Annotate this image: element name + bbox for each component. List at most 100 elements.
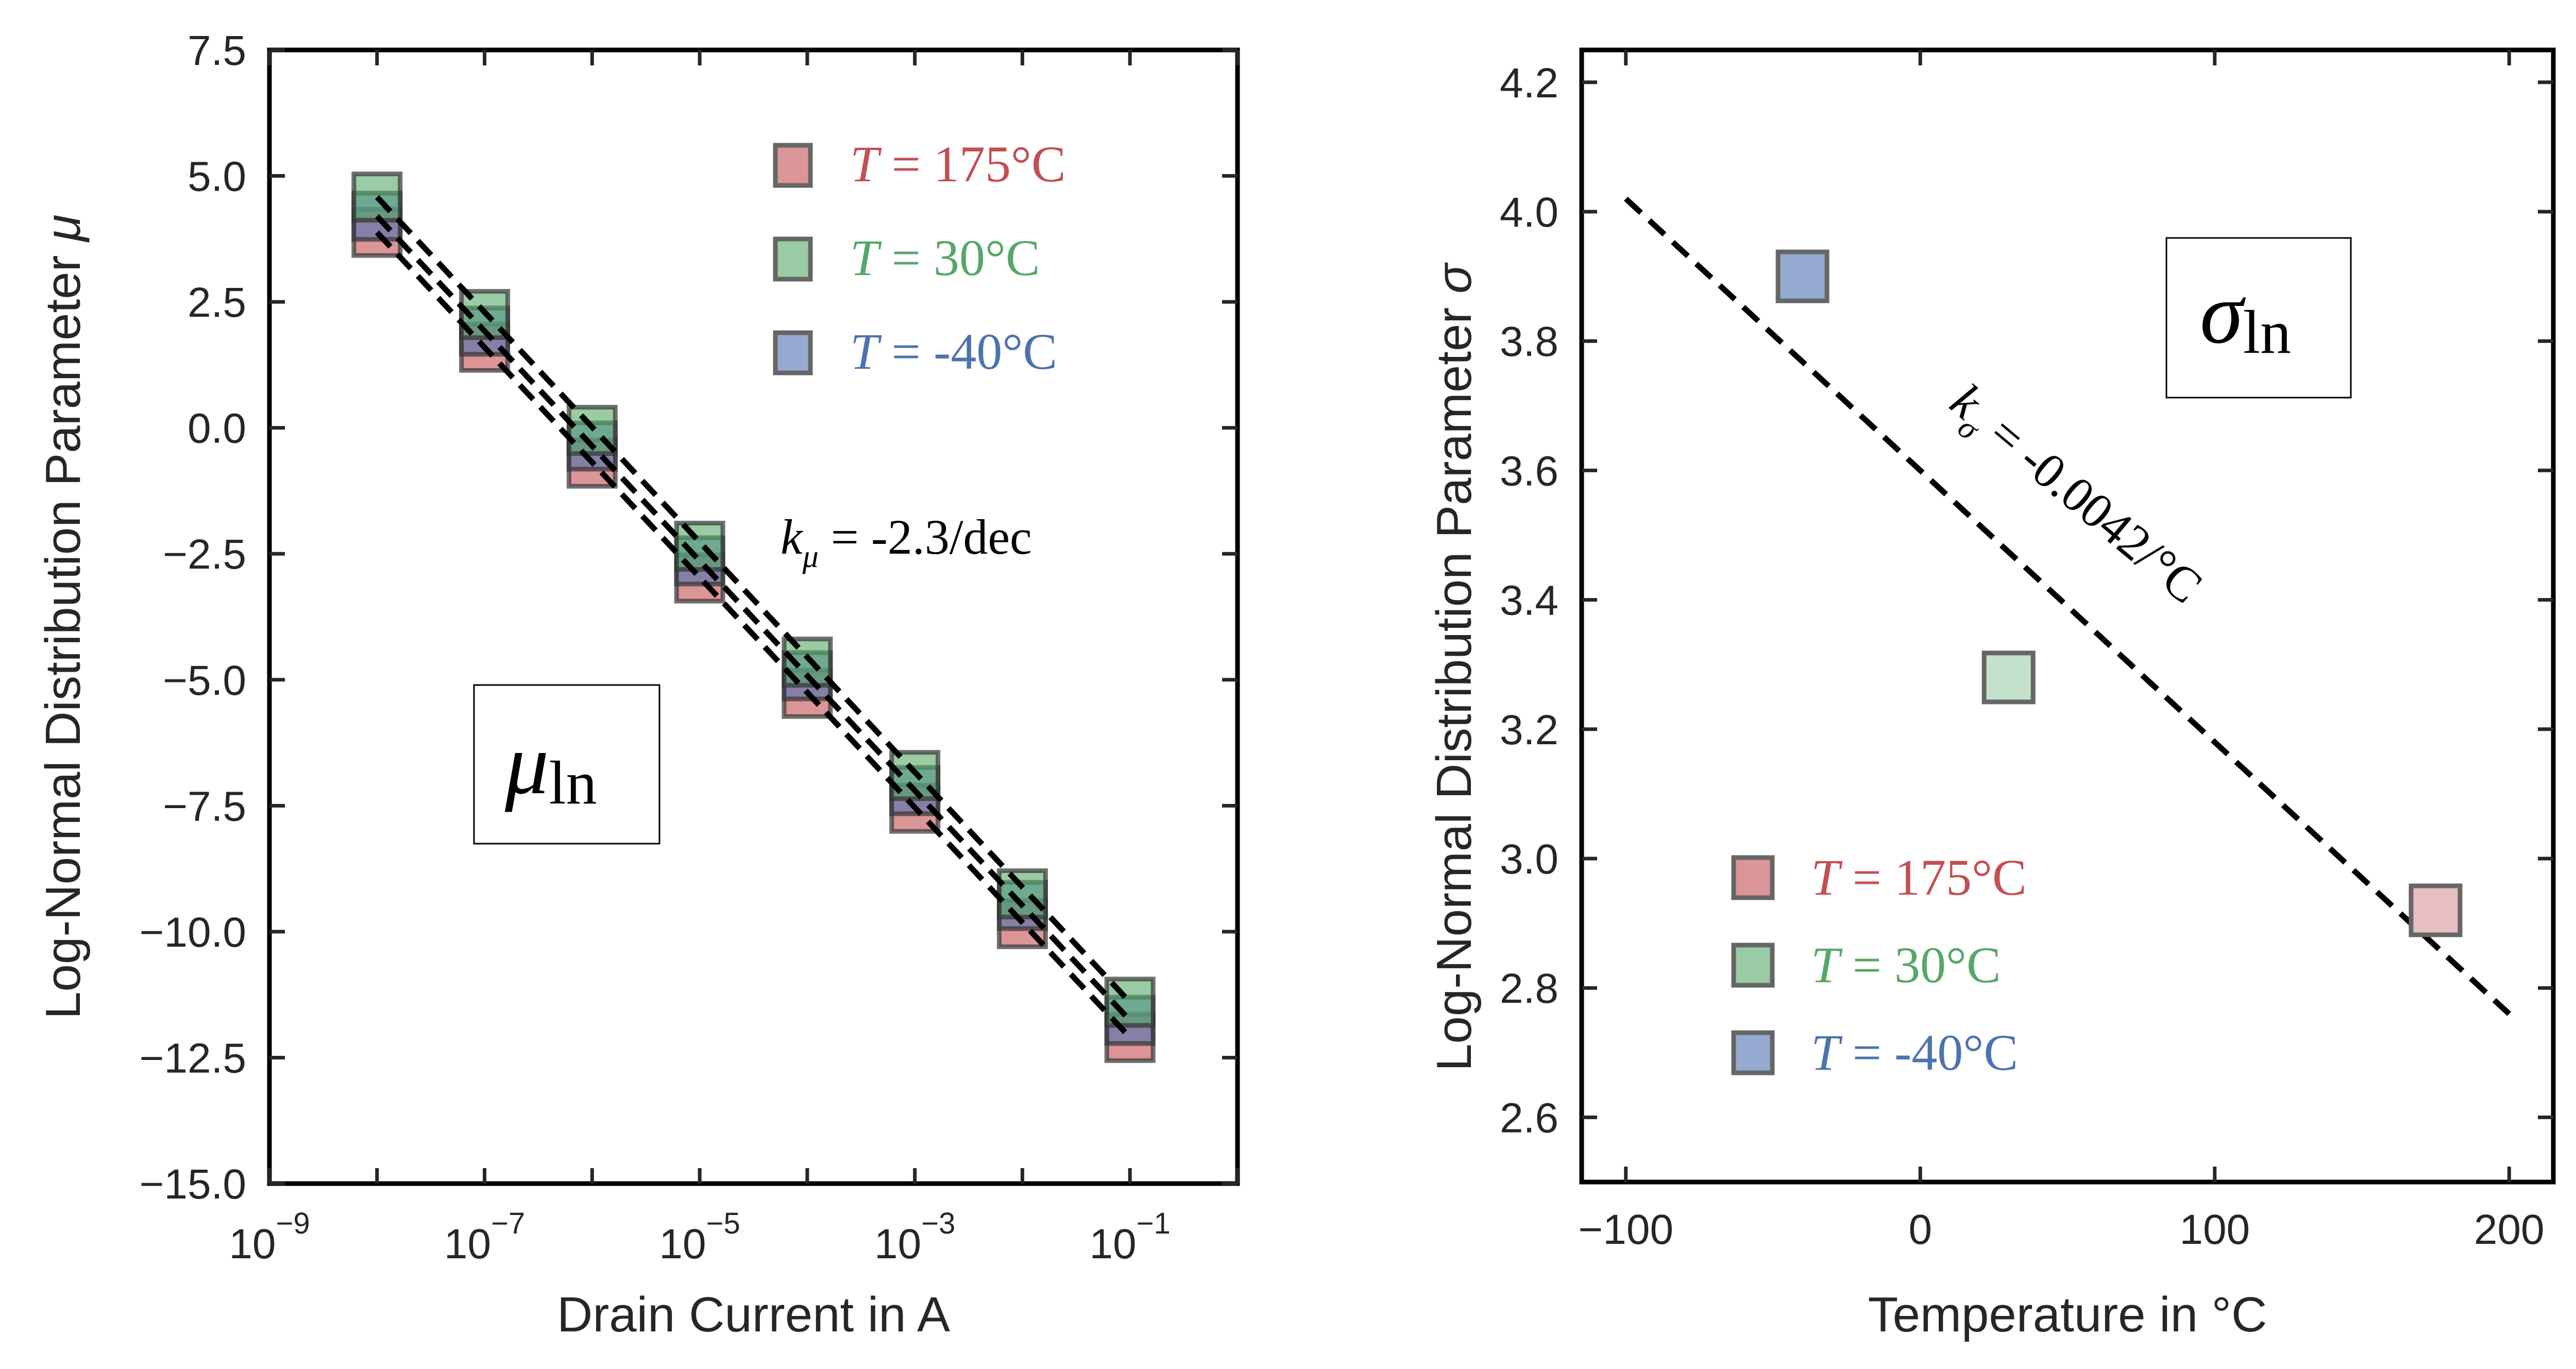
right-slope-annotation: kσ = -0.0042/°C xyxy=(1934,373,2213,621)
left-axes-frame xyxy=(267,47,1240,1186)
x-tick-exponent: −3 xyxy=(921,1207,955,1240)
right-ticks: 2.6 2.8 3.0 3.2 3.4 3.6 3.8 4.0 4.2 −100 0 100 200 xyxy=(1500,50,2553,1253)
ylabel-text: Log-Normal Distribution Parameter xyxy=(36,242,91,1019)
x-tick-label: 10−7 xyxy=(444,1207,525,1268)
right-sigma-ln-box: σln xyxy=(2165,237,2352,399)
x-tick-base: 10 xyxy=(1090,1221,1137,1268)
left-panel: 7.55.02.50.0−2.5−5.0−7.5−10.0−12.5−15.01… xyxy=(36,27,1240,1342)
left-ticks: 7.55.02.50.0−2.5−5.0−7.5−10.0−12.5−15.01… xyxy=(140,27,1240,1268)
legend-label: T = -40°C xyxy=(850,323,1057,380)
x-tick-label: 10−9 xyxy=(229,1207,310,1268)
y-tick-label: 4.0 xyxy=(1500,189,1558,236)
right-y-axis-label: Log-Normal Distribution Parameter σ xyxy=(1427,262,1482,1071)
right-plot-marks xyxy=(1623,196,2512,1016)
legend-var: T xyxy=(1811,849,1843,906)
legend-value: = -40°C xyxy=(879,323,1057,380)
x-tick-exponent: −5 xyxy=(706,1207,740,1240)
y-tick-label: 7.5 xyxy=(188,27,246,74)
legend-label: T = -40°C xyxy=(1811,1024,2018,1081)
y-tick-label: 3.4 xyxy=(1500,577,1558,624)
legend-swatch xyxy=(1731,855,1775,900)
legend-var: T xyxy=(850,323,882,380)
legend-value: = -40°C xyxy=(1840,1024,2018,1081)
left-legend: T = 175°CT = 30°CT = -40°C xyxy=(773,135,1066,380)
legend-var: T xyxy=(850,229,882,286)
fit-line-1 xyxy=(375,195,1132,1004)
x-tick-exponent: −9 xyxy=(276,1207,310,1240)
box-label: σln xyxy=(2200,265,2291,366)
slope-var: k xyxy=(781,509,804,564)
x-tick-label: −100 xyxy=(1578,1206,1673,1253)
box-main: μ xyxy=(504,715,549,812)
marker-2 xyxy=(1775,249,1829,303)
box-frame xyxy=(2165,237,2352,399)
x-tick-label: 100 xyxy=(2179,1206,2250,1253)
slope-sub: μ xyxy=(802,539,819,574)
y-tick-label: −15.0 xyxy=(140,1161,246,1208)
ylabel-symbol: μ xyxy=(36,214,91,243)
fit-line-0 xyxy=(375,230,1132,1040)
marker-1-0 xyxy=(351,172,403,223)
ylabel-text: Log-Normal Distribution Parameter xyxy=(1427,294,1482,1071)
legend-label: T = 30°C xyxy=(1811,936,2001,994)
x-tick-exponent: −7 xyxy=(491,1207,525,1240)
box-sub: ln xyxy=(549,748,597,817)
x-tick-label: 10−1 xyxy=(1090,1207,1171,1268)
legend-var: T xyxy=(850,135,882,193)
legend-value: = 175°C xyxy=(879,135,1066,193)
legend-swatch xyxy=(773,236,813,282)
legend-swatch xyxy=(1731,1030,1775,1075)
right-x-axis-label: Temperature in °C xyxy=(1868,1287,2267,1342)
marker-1 xyxy=(1981,651,2036,705)
y-tick-label: 5.0 xyxy=(188,153,246,200)
x-tick-base: 10 xyxy=(444,1221,491,1268)
right-panel: 2.6 2.8 3.0 3.2 3.4 3.6 3.8 4.0 4.2 −100 0 100 200 T… xyxy=(1427,47,2556,1342)
left-y-axis-label: Log-Normal Distribution Parameter μ xyxy=(36,214,91,1019)
y-tick-label: 2.6 xyxy=(1500,1094,1558,1141)
y-tick-label: 2.8 xyxy=(1500,965,1558,1012)
legend-var: T xyxy=(1811,1024,1843,1081)
y-tick-label: 3.6 xyxy=(1500,448,1558,494)
right-legend: T = 175°CT = 30°CT = -40°C xyxy=(1731,849,2027,1081)
x-tick-base: 10 xyxy=(874,1221,921,1268)
legend-value: = 30°C xyxy=(879,229,1040,286)
x-tick-label: 200 xyxy=(2474,1206,2545,1253)
ylabel-symbol: σ xyxy=(1427,262,1482,294)
y-tick-label: 3.8 xyxy=(1500,318,1558,365)
marker-1-6 xyxy=(996,868,1048,920)
y-tick-label: 3.0 xyxy=(1500,836,1558,883)
y-tick-label: 0.0 xyxy=(188,405,246,452)
x-tick-label: 0 xyxy=(1908,1206,1932,1253)
left-plot-marks xyxy=(351,172,1156,1063)
box-main: σ xyxy=(2200,265,2246,362)
slope-rest: = -2.3/dec xyxy=(819,509,1032,564)
y-tick-label: −12.5 xyxy=(140,1035,246,1082)
y-tick-label: −2.5 xyxy=(163,531,246,578)
legend-swatch xyxy=(1731,943,1775,988)
slope-rest: = -0.0042/°C xyxy=(1970,397,2213,614)
x-tick-label: 10−3 xyxy=(874,1207,955,1268)
y-tick-label: 2.5 xyxy=(188,279,246,326)
y-tick-label: −7.5 xyxy=(163,783,246,830)
right-axes-frame xyxy=(1579,47,2556,1185)
marker-0 xyxy=(2409,883,2463,937)
legend-swatch xyxy=(773,330,813,375)
legend-label: T = 30°C xyxy=(850,229,1040,286)
fit-line-2 xyxy=(375,214,1132,1022)
y-tick-label: −5.0 xyxy=(163,657,246,704)
box-sub: ln xyxy=(2243,298,2291,366)
x-tick-base: 10 xyxy=(229,1221,276,1268)
legend-swatch xyxy=(773,143,813,188)
x-tick-exponent: −1 xyxy=(1137,1207,1171,1240)
x-tick-label: 10−5 xyxy=(659,1207,740,1268)
y-tick-label: −10.0 xyxy=(140,909,246,956)
legend-value: = 175°C xyxy=(1840,849,2027,906)
box-frame xyxy=(473,684,660,845)
legend-label: T = 175°C xyxy=(850,135,1066,193)
y-tick-label: 4.2 xyxy=(1500,60,1558,107)
left-slope-annotation: kμ = -2.3/dec xyxy=(781,509,1032,574)
legend-var: T xyxy=(1811,936,1843,994)
left-mu-ln-box: μln xyxy=(473,684,660,845)
legend-value: = 30°C xyxy=(1840,936,2001,994)
